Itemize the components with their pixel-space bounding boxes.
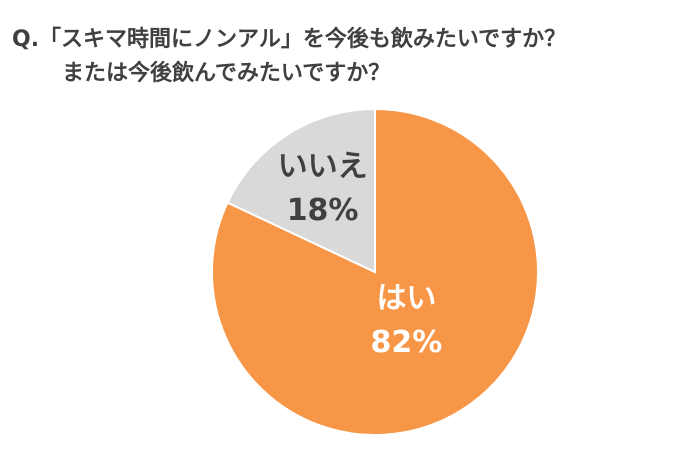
slice-value: 18% — [287, 193, 359, 228]
pie-slice — [226, 107, 376, 274]
slice-value: 82% — [371, 325, 443, 360]
slice-label: いいえ — [278, 149, 368, 184]
slice-label: はい — [376, 281, 436, 316]
chart-title: Q.「スキマ時間にノンアル」を今後も飲みたいですか？ — [12, 26, 566, 52]
chart-title: または今後飲んでみたいですか？ — [62, 60, 390, 86]
